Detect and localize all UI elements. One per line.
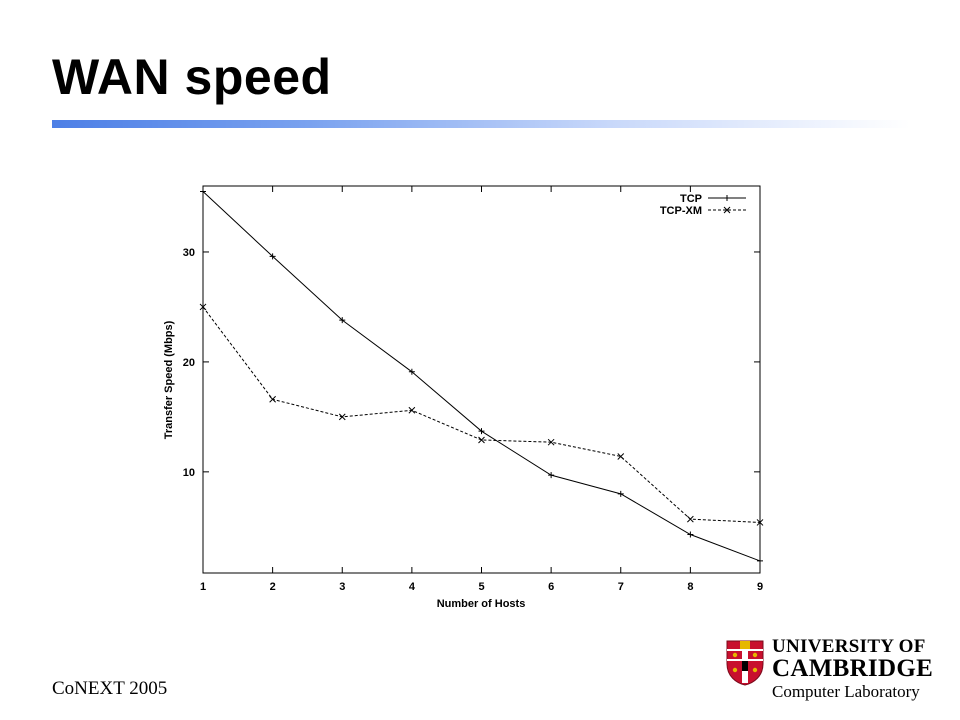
x-tick-label: 8 — [687, 581, 693, 593]
x-tick-label: 3 — [339, 581, 345, 593]
data-point-tcp — [339, 317, 346, 324]
chart: 1 2 3 4 5 6 7 8 9 10 20 30 Number of Hosts Transfer… — [150, 170, 790, 620]
legend-label-tcp: TCP — [680, 193, 702, 205]
data-point-tcp-xm — [687, 515, 694, 523]
title-underline — [52, 120, 910, 128]
data-point-tcp — [478, 428, 485, 435]
x-axis-label: Number of Hosts — [437, 598, 526, 610]
data-point-tcp — [200, 188, 206, 195]
data-point-tcp-xm — [756, 519, 764, 526]
x-tick-label: 6 — [548, 581, 554, 593]
data-point-tcp — [269, 253, 276, 260]
x-tick-label: 4 — [409, 581, 416, 593]
data-point-tcp-xm — [478, 436, 485, 444]
data-point-tcp — [548, 472, 555, 479]
plot-frame — [202, 185, 761, 574]
axis-ticks — [202, 186, 761, 573]
series-lines — [202, 191, 761, 562]
data-point-tcp-xm — [408, 406, 416, 414]
data-point-tcp-xm — [338, 413, 346, 421]
y-axis-label: Transfer Speed (Mbps) — [163, 320, 175, 439]
chart-svg: 1 2 3 4 5 6 7 8 9 10 20 30 Number of Hosts Transfer… — [163, 185, 764, 610]
university-logo: UNIVERSITY OF CAMBRIDGE Computer Laborat… — [726, 636, 933, 706]
conference-footer: CoNEXT 2005 — [52, 678, 168, 699]
x-tick-label: 9 — [757, 581, 763, 593]
y-tick-label: 20 — [183, 357, 195, 369]
series-markers — [199, 188, 764, 564]
data-point-tcp — [617, 490, 624, 497]
axis-tick-labels: 1 2 3 4 5 6 7 8 9 10 20 30 — [183, 247, 763, 593]
data-point-tcp-xm — [269, 395, 276, 403]
cambridge-shield-icon — [726, 640, 764, 686]
data-point-tcp — [687, 531, 694, 538]
data-point-tcp-xm — [617, 453, 625, 460]
logo-line-cambridge: CAMBRIDGE — [772, 655, 934, 682]
data-point-tcp-xm — [547, 438, 555, 446]
series-line-tcp-xm — [202, 306, 761, 523]
x-tick-label: 7 — [618, 581, 624, 593]
legend-label-tcp-xm: TCP-XM — [660, 205, 702, 217]
data-point-tcp — [408, 368, 415, 375]
legend-marker-tcp — [724, 195, 730, 201]
logo-line-university: UNIVERSITY OF — [772, 636, 926, 657]
x-tick-label: 5 — [478, 581, 484, 593]
x-tick-label: 1 — [200, 581, 206, 593]
y-tick-label: 30 — [183, 247, 195, 259]
slide-title: WAN speed — [52, 49, 332, 105]
legend-marker-tcp-xm — [723, 206, 731, 214]
logo-line-lab: Computer Laboratory — [772, 682, 920, 701]
series-line-tcp — [202, 191, 761, 562]
y-tick-label: 10 — [183, 467, 195, 479]
data-point-tcp-xm — [199, 303, 207, 311]
data-point-tcp — [757, 557, 763, 564]
x-tick-label: 2 — [270, 581, 276, 593]
